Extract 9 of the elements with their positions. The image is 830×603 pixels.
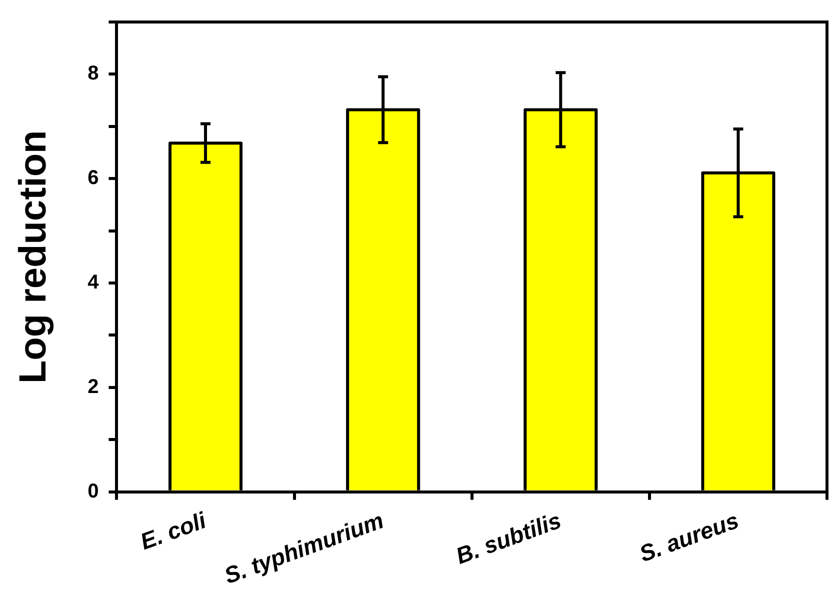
x-tick-label: E. coli	[136, 506, 210, 555]
y-tick-label: 8	[88, 62, 99, 85]
y-tick-label: 2	[88, 376, 99, 398]
x-tick-label: B. subtilis	[452, 507, 565, 569]
y-tick-label: 4	[88, 272, 100, 294]
y-axis-title: Log reduction	[12, 130, 54, 384]
x-tick-label: S. aureus	[636, 507, 742, 567]
y-tick-label: 6	[88, 167, 99, 190]
y-tick-label: 0	[88, 480, 99, 502]
